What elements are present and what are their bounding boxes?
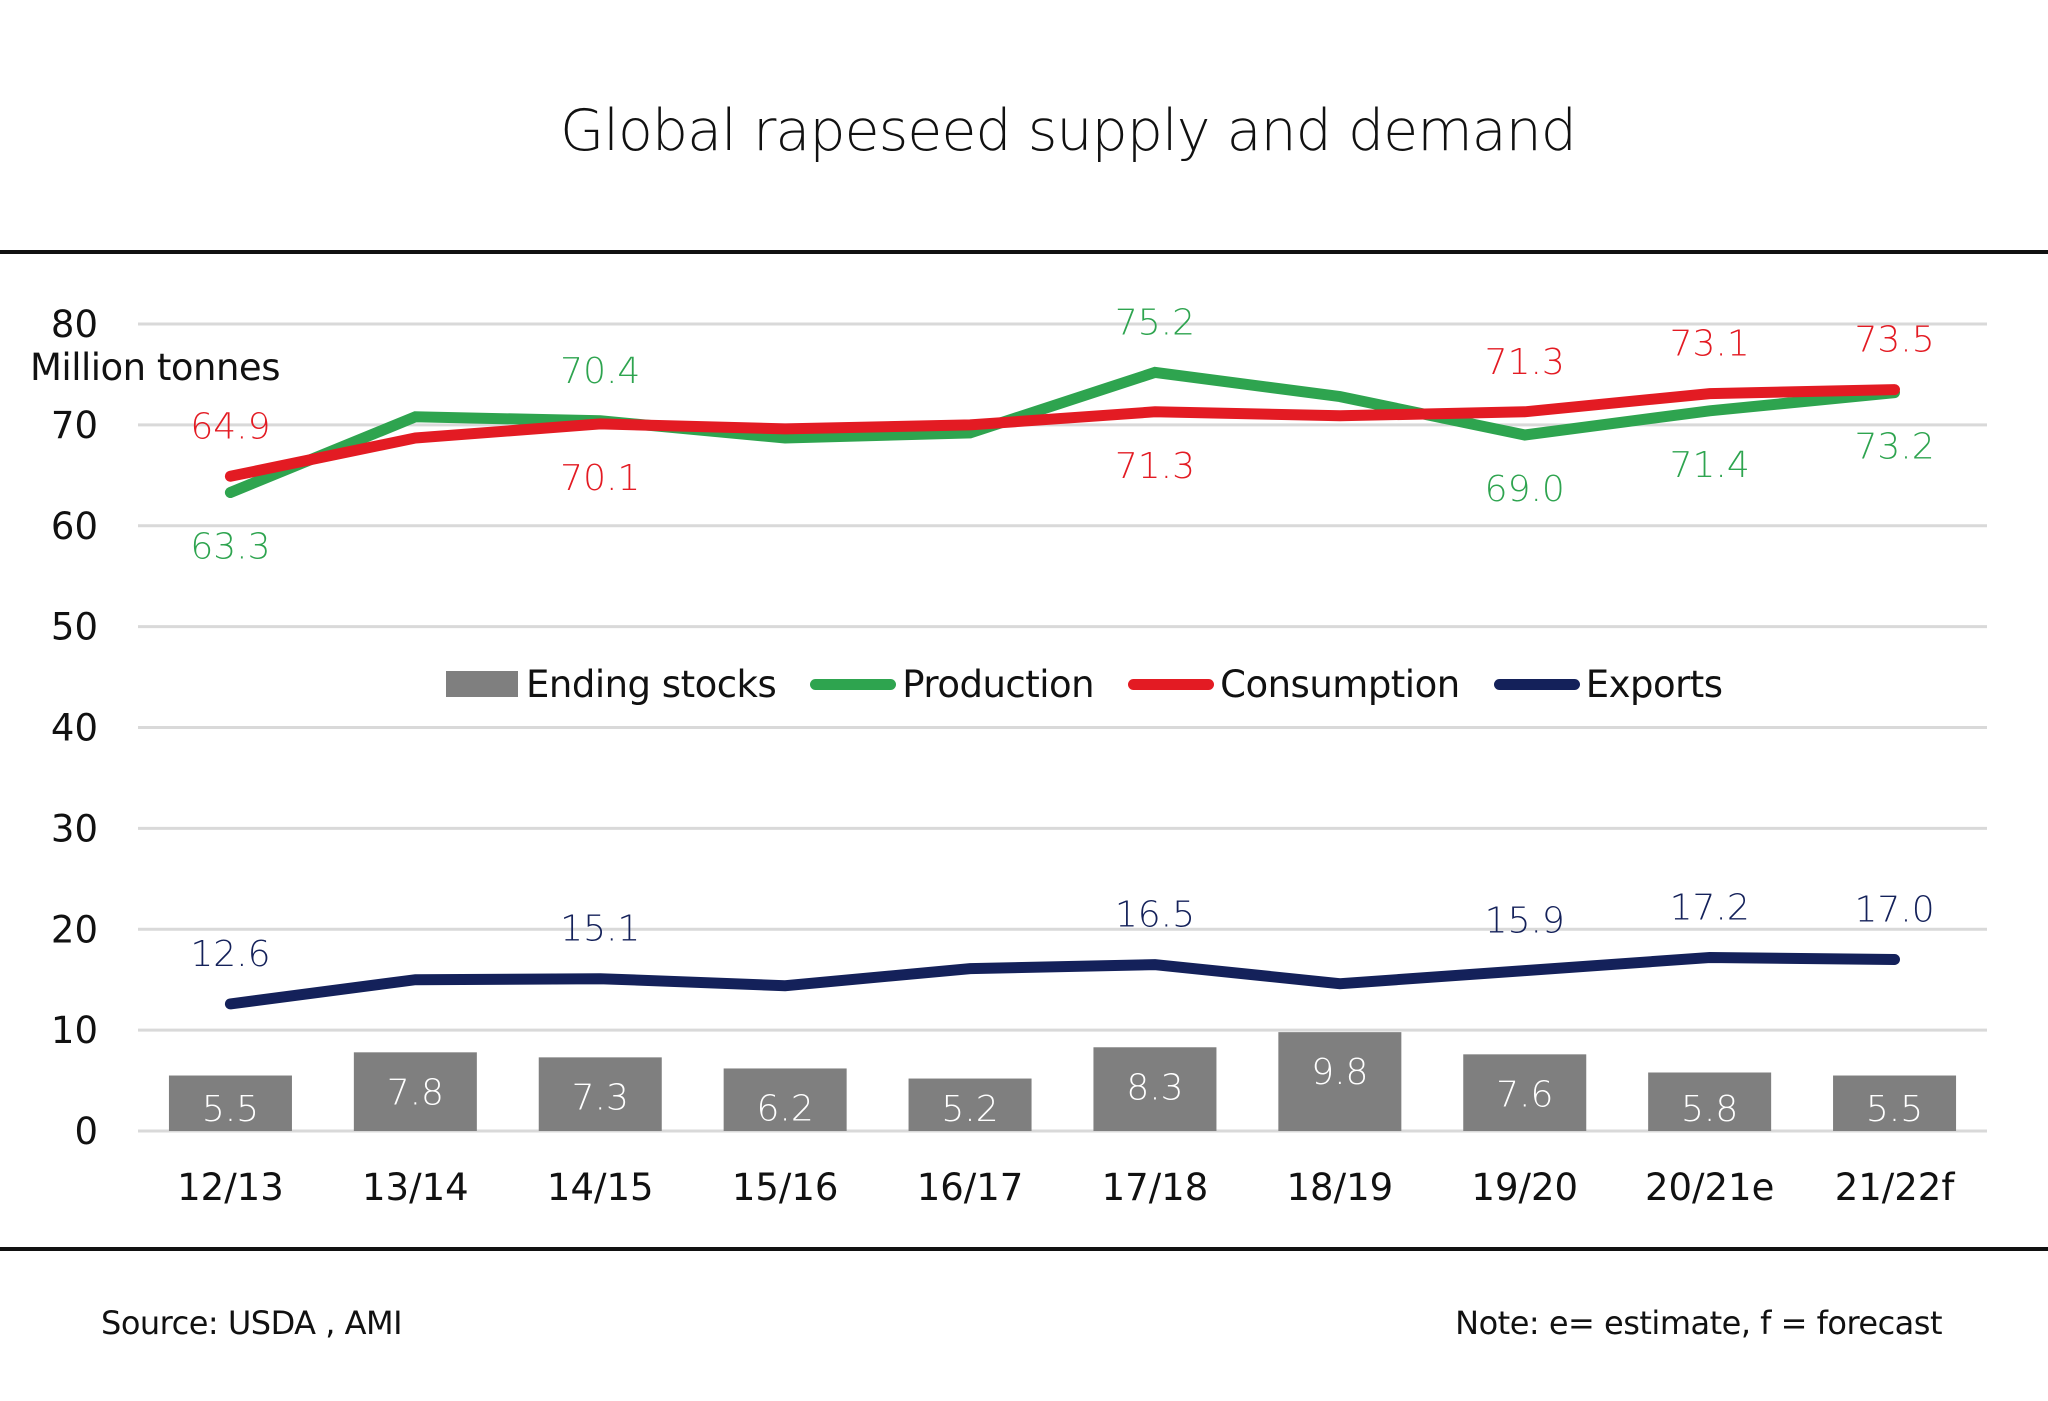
bar-data-label: 7.3	[572, 1077, 629, 1118]
legend: Ending stocks Production Consumption Exp…	[446, 660, 1757, 708]
legend-label: Exports	[1585, 662, 1723, 706]
legend-item-consumption: Consumption	[1128, 663, 1460, 706]
bar-ending-stocks	[1093, 1047, 1217, 1131]
legend-label: Ending stocks	[526, 662, 777, 706]
legend-swatch-consumption	[1128, 678, 1215, 690]
legend-item-exports: Exports	[1493, 662, 1723, 706]
legend-item-production: Production	[810, 662, 1095, 706]
data-label-consumption: 73.1	[1670, 324, 1750, 365]
bar-ending-stocks	[908, 1078, 1032, 1131]
bar-ending-stocks	[1833, 1075, 1957, 1131]
x-tick-label: 20/21e	[1645, 1166, 1774, 1209]
line-exports	[224, 951, 1900, 1010]
legend-swatch-exports	[1493, 678, 1580, 690]
x-tick-label: 12/13	[177, 1166, 284, 1209]
bar-data-label: 5.2	[941, 1089, 998, 1130]
data-label-production: 73.2	[1854, 427, 1934, 468]
data-label-exports: 15.1	[560, 909, 640, 950]
y-tick-label: 20	[51, 908, 98, 951]
bar-ending-stocks	[1648, 1072, 1772, 1131]
data-label-production: 69.0	[1485, 469, 1565, 510]
legend-swatch-production	[810, 678, 897, 690]
y-tick-label: 60	[51, 505, 98, 548]
bar-data-label: 8.3	[1126, 1067, 1183, 1108]
legend-item-ending-stocks: Ending stocks	[446, 662, 777, 706]
y-tick-label: 70	[51, 404, 98, 447]
y-axis-label: Million tonnes	[30, 346, 280, 389]
x-tick-label: 14/15	[547, 1166, 654, 1209]
data-label-production: 70.4	[560, 351, 640, 392]
data-label-consumption: 71.3	[1485, 342, 1565, 383]
data-label-exports: 17.2	[1670, 887, 1750, 928]
data-label-consumption: 73.5	[1854, 320, 1934, 361]
data-label-exports: 17.0	[1854, 890, 1934, 931]
bar-data-label: 5.5	[202, 1089, 259, 1130]
y-tick-label: 10	[51, 1009, 98, 1052]
line-production	[224, 366, 1900, 498]
bar-ending-stocks	[1463, 1054, 1587, 1131]
bar-data-label: 7.6	[1496, 1074, 1553, 1115]
x-tick-label: 15/16	[732, 1166, 839, 1209]
data-label-exports: 16.5	[1115, 895, 1195, 936]
x-tick-label: 18/19	[1287, 1166, 1394, 1209]
line-consumption	[224, 384, 1900, 482]
x-tick-label: 17/18	[1102, 1166, 1209, 1209]
x-tick-label: 21/22f	[1835, 1166, 1956, 1209]
legend-label: Consumption	[1220, 662, 1460, 706]
bar-ending-stocks	[168, 1075, 292, 1131]
y-tick-label: 80	[51, 303, 98, 346]
x-tick-label: 16/17	[917, 1166, 1024, 1209]
chart-title: Global rapeseed supply and demand	[560, 98, 1577, 164]
x-tick-label: 13/14	[362, 1166, 469, 1209]
legend-swatch-ending-stocks	[446, 671, 518, 697]
data-label-consumption: 64.9	[190, 406, 270, 447]
bar-data-label: 7.8	[387, 1072, 444, 1113]
y-tick-label: 30	[51, 807, 98, 850]
bar-ending-stocks	[353, 1052, 477, 1131]
bar-data-label: 5.8	[1681, 1089, 1738, 1130]
bottom-divider	[0, 1247, 2048, 1251]
bar-ending-stocks	[538, 1057, 662, 1131]
source-note: Source: USDA , AMI	[101, 1304, 403, 1342]
footnote: Note: e= estimate, f = forecast	[1455, 1304, 1942, 1342]
data-label-exports: 15.9	[1485, 901, 1565, 942]
y-tick-label: 50	[51, 606, 98, 649]
y-tick-label: 0	[74, 1110, 98, 1153]
bar-data-label: 5.5	[1866, 1089, 1923, 1130]
legend-label: Production	[902, 662, 1095, 706]
data-label-production: 71.4	[1670, 445, 1750, 486]
data-label-production: 63.3	[190, 526, 270, 567]
bar-ending-stocks	[723, 1068, 847, 1131]
y-tick-label: 40	[51, 707, 98, 750]
bar-data-label: 6.2	[757, 1088, 814, 1129]
data-label-consumption: 71.3	[1115, 446, 1195, 487]
bar-data-label: 9.8	[1311, 1052, 1368, 1093]
top-divider	[0, 250, 2048, 254]
x-tick-label: 19/20	[1471, 1166, 1578, 1209]
bar-ending-stocks	[1278, 1032, 1402, 1131]
data-label-production: 75.2	[1115, 302, 1195, 343]
data-label-exports: 12.6	[190, 934, 270, 975]
data-label-consumption: 70.1	[560, 458, 640, 499]
